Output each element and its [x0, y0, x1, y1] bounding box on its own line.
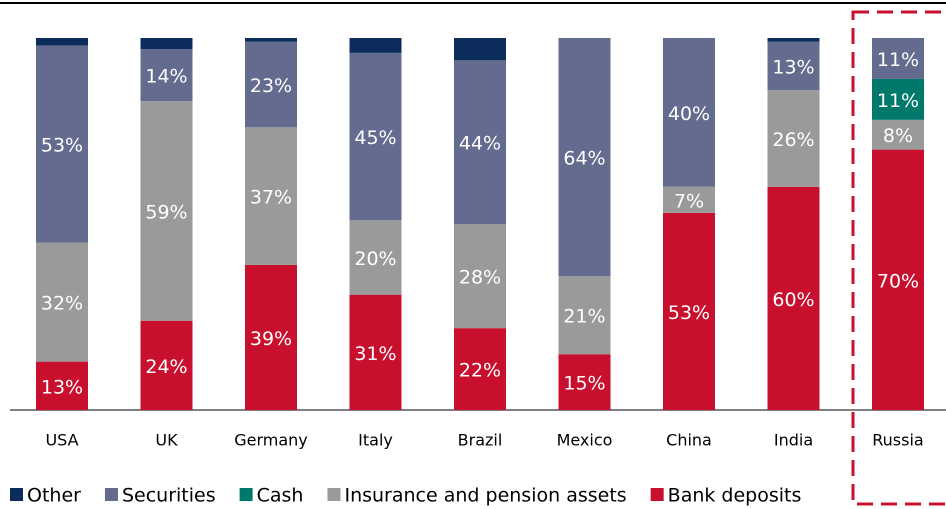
bar-segment	[36, 361, 88, 410]
bar-segment	[663, 186, 715, 213]
data-label: 22%	[459, 360, 501, 382]
data-label: 13%	[41, 376, 83, 398]
bar-segment	[245, 264, 297, 410]
legend-label: Insurance and pension assets	[344, 485, 626, 507]
bar-segment	[663, 38, 715, 187]
bar-segment	[245, 127, 297, 265]
data-label: 64%	[563, 148, 605, 170]
x-tick-label: Brazil	[458, 431, 503, 450]
x-tick-label: India	[774, 431, 813, 450]
bar-segment	[767, 38, 820, 42]
data-label: 31%	[354, 343, 396, 365]
data-label: 37%	[250, 187, 292, 209]
bar-segment	[454, 60, 506, 224]
x-tick-label: Russia	[872, 431, 923, 450]
bar-segment	[140, 320, 193, 410]
data-label: 44%	[459, 133, 501, 155]
bar-segment	[558, 276, 611, 355]
data-label: 26%	[772, 129, 814, 151]
data-label: 11%	[877, 49, 919, 71]
bar-segment	[245, 38, 297, 42]
bar-segment	[872, 38, 924, 79]
data-label: 39%	[250, 328, 292, 350]
x-tick-label: Germany	[234, 431, 308, 450]
bar-segment	[872, 119, 924, 150]
x-tick-label: UK	[155, 431, 178, 450]
data-label: 24%	[145, 356, 187, 378]
legend-swatch	[650, 488, 664, 501]
data-label: 70%	[877, 270, 919, 292]
data-label: 13%	[772, 56, 814, 78]
data-label: 7%	[674, 190, 704, 212]
x-tick-label: USA	[45, 431, 78, 450]
bar-segment	[140, 38, 193, 50]
bar-segment	[349, 294, 402, 410]
data-label: 15%	[563, 373, 605, 395]
data-label: 20%	[354, 248, 396, 270]
x-tick-label: Mexico	[557, 431, 613, 450]
data-label: 23%	[250, 75, 292, 97]
data-label: 28%	[459, 267, 501, 289]
bar-segment	[767, 186, 820, 410]
legend-label: Bank deposits	[668, 485, 802, 507]
bar-segment	[245, 41, 297, 128]
bar-segment	[663, 212, 715, 410]
bar-segment	[349, 220, 402, 295]
bar-segment	[36, 38, 88, 46]
legend-label: Other	[27, 485, 81, 507]
legend-swatch	[327, 488, 341, 501]
legend-label: Securities	[122, 485, 216, 507]
x-tick-label: Italy	[358, 431, 393, 450]
x-tick-label: China	[666, 431, 712, 450]
legend-swatch	[239, 488, 253, 501]
data-label: 8%	[883, 125, 913, 147]
data-label: 40%	[668, 103, 710, 125]
bar-segment	[36, 242, 88, 362]
legend-label: Cash	[257, 485, 304, 507]
highlight-box	[851, 10, 946, 506]
data-label: 60%	[772, 289, 814, 311]
bar-segment	[349, 52, 402, 221]
data-label: 11%	[877, 90, 919, 112]
bar-segment	[140, 49, 193, 102]
data-label: 21%	[563, 306, 605, 328]
bar-segment	[767, 90, 820, 187]
bar-segment	[558, 354, 611, 410]
data-label: 59%	[145, 201, 187, 223]
bar-segment	[558, 38, 611, 277]
data-label: 45%	[354, 127, 396, 149]
data-label: 53%	[41, 135, 83, 157]
data-label: 14%	[145, 66, 187, 88]
bar-segment	[349, 38, 402, 53]
bar-segment	[872, 78, 924, 120]
legend-swatch	[10, 488, 23, 501]
legend-swatch	[104, 488, 118, 501]
bar-segment	[454, 224, 506, 329]
bar-segment	[872, 149, 924, 410]
bar-segment	[140, 101, 193, 321]
data-label: 32%	[41, 293, 83, 315]
data-label: 53%	[668, 302, 710, 324]
bar-segment	[767, 41, 820, 91]
bar-segment	[454, 328, 506, 410]
bar-segment	[454, 38, 506, 61]
bar-segment	[36, 45, 88, 243]
